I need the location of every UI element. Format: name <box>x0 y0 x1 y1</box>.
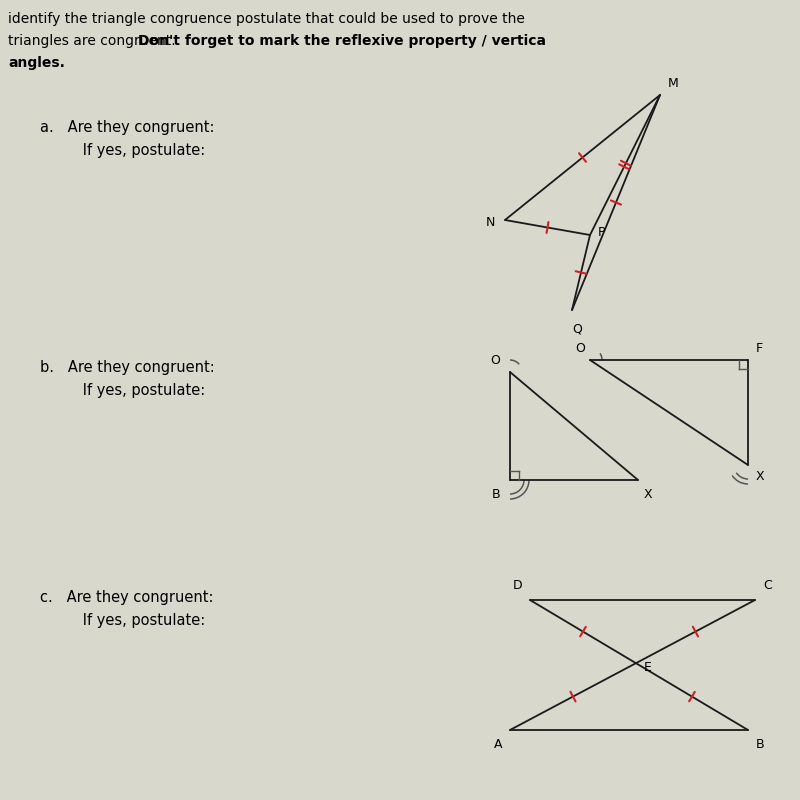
Text: X: X <box>756 470 765 483</box>
Text: If yes, postulate:: If yes, postulate: <box>55 383 206 398</box>
Text: a.   Are they congruent:: a. Are they congruent: <box>40 120 214 135</box>
Text: B: B <box>491 488 500 501</box>
Text: O: O <box>575 342 585 355</box>
Text: C: C <box>763 579 772 592</box>
Text: A: A <box>494 738 502 751</box>
Text: triangles are congruent.: triangles are congruent. <box>8 34 180 48</box>
Text: O: O <box>490 354 500 367</box>
Text: P: P <box>598 226 606 239</box>
Text: F: F <box>756 342 763 355</box>
Text: N: N <box>486 217 495 230</box>
Text: c.   Are they congruent:: c. Are they congruent: <box>40 590 214 605</box>
Text: E: E <box>644 661 652 674</box>
Text: Don't forget to mark the reflexive property / vertica: Don't forget to mark the reflexive prope… <box>138 34 546 48</box>
Text: angles.: angles. <box>8 56 65 70</box>
Text: Q: Q <box>572 322 582 335</box>
Text: If yes, postulate:: If yes, postulate: <box>55 143 206 158</box>
Text: M: M <box>668 77 678 90</box>
Text: b.   Are they congruent:: b. Are they congruent: <box>40 360 214 375</box>
Text: If yes, postulate:: If yes, postulate: <box>55 613 206 628</box>
Text: X: X <box>644 488 653 501</box>
Text: identify the triangle congruence postulate that could be used to prove the: identify the triangle congruence postula… <box>8 12 525 26</box>
Text: B: B <box>756 738 765 751</box>
Text: D: D <box>512 579 522 592</box>
